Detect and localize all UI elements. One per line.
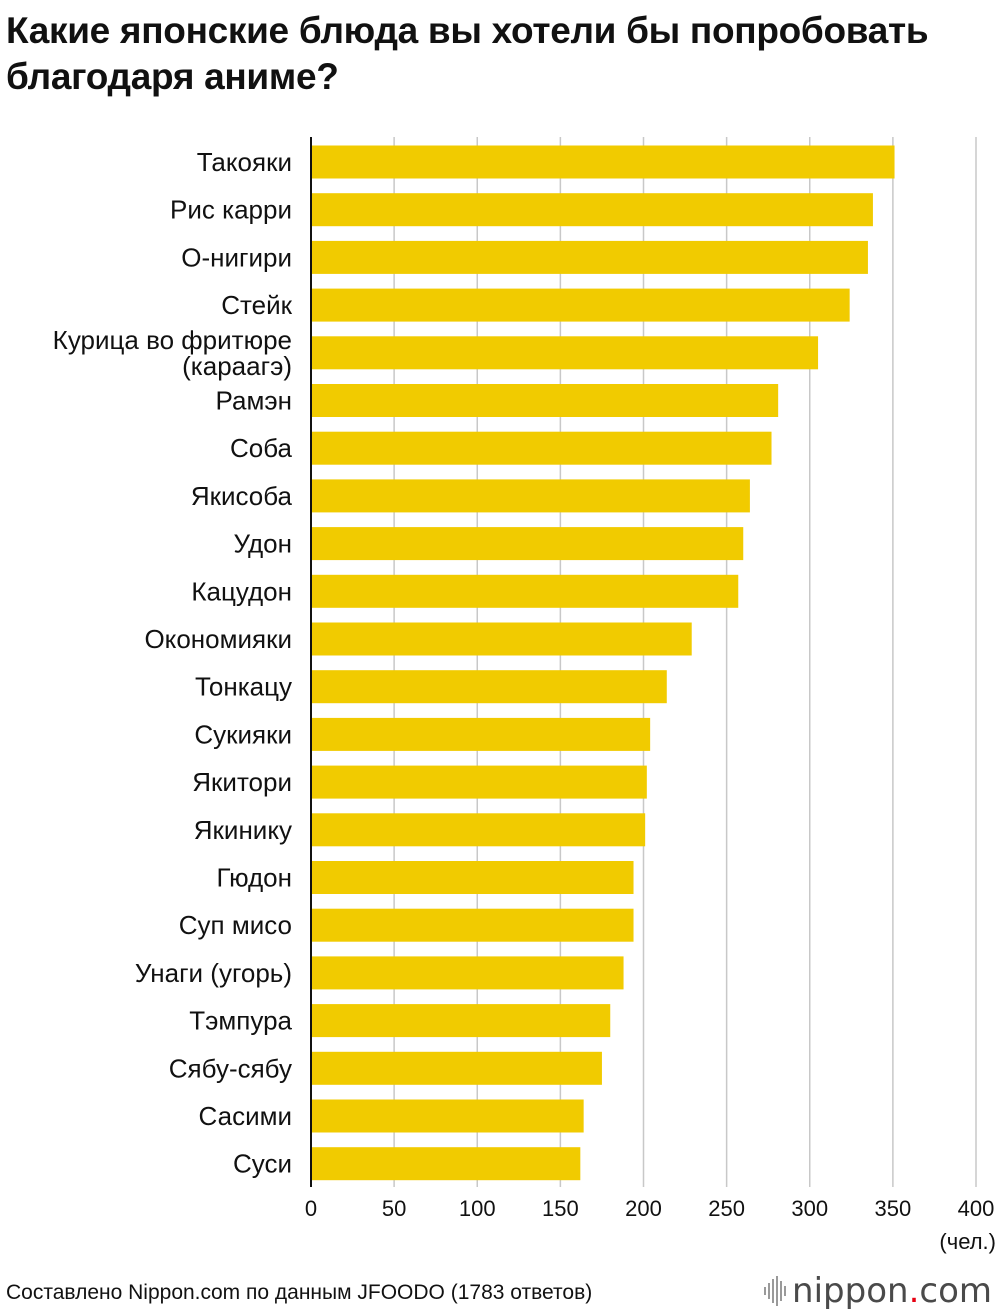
category-label: Кацудон bbox=[191, 576, 292, 606]
bar bbox=[311, 1051, 602, 1085]
bar bbox=[311, 717, 651, 751]
brand-domain: com bbox=[919, 1271, 992, 1311]
category-label: Гюдон bbox=[216, 863, 292, 893]
category-label: Якисоба bbox=[191, 481, 293, 511]
x-tick-label: 200 bbox=[625, 1196, 662, 1221]
category-label: Тэмпура bbox=[189, 1006, 292, 1036]
category-label: Тонкацу bbox=[195, 672, 292, 702]
category-label: Якитори bbox=[192, 767, 292, 797]
brand-dot: . bbox=[908, 1271, 920, 1311]
x-unit-label: (чел.) bbox=[939, 1229, 996, 1254]
category-label: Соба bbox=[230, 433, 293, 463]
category-label: Сукияки bbox=[194, 719, 292, 749]
category-label: Курица во фритюре bbox=[53, 325, 292, 355]
category-label: Суп мисо bbox=[179, 910, 292, 940]
bar bbox=[311, 193, 873, 227]
category-label: Удон bbox=[234, 529, 292, 559]
brand-logo[interactable]: nippon.com bbox=[764, 1271, 992, 1311]
x-tick-label: 350 bbox=[875, 1196, 912, 1221]
x-tick-labels: 0 50 100 150 200 250 300 350 400 (чел.) bbox=[305, 1196, 996, 1254]
bar bbox=[311, 527, 744, 561]
x-tick-label: 0 bbox=[305, 1196, 317, 1221]
bar bbox=[311, 431, 772, 465]
category-label: Якинику bbox=[194, 815, 292, 845]
x-tick-label: 300 bbox=[791, 1196, 828, 1221]
category-label: Рамэн bbox=[216, 386, 292, 416]
bar bbox=[311, 813, 646, 847]
brand-name: nippon bbox=[792, 1271, 909, 1311]
bar bbox=[311, 336, 819, 370]
category-label: Унаги (угорь) bbox=[135, 958, 292, 988]
x-tick-label: 150 bbox=[542, 1196, 579, 1221]
x-tick-label: 100 bbox=[459, 1196, 496, 1221]
x-tick-label: 250 bbox=[708, 1196, 745, 1221]
category-label: Сябу-сябу bbox=[169, 1053, 292, 1083]
category-label: Сасими bbox=[199, 1101, 292, 1131]
category-label: Окономияки bbox=[144, 624, 292, 654]
x-tick-label: 400 bbox=[958, 1196, 995, 1221]
category-label: Стейк bbox=[221, 290, 292, 320]
bar bbox=[311, 670, 667, 704]
bar bbox=[311, 479, 750, 513]
nippon-logo-icon bbox=[764, 1276, 787, 1306]
category-labels: Такояки Рис карри О-нигири Стейк Курица во ф… bbox=[53, 147, 293, 1179]
bar bbox=[311, 956, 624, 990]
bar bbox=[311, 765, 647, 799]
bars bbox=[311, 145, 895, 1181]
bar bbox=[311, 1099, 584, 1133]
bar bbox=[311, 622, 692, 656]
bar bbox=[311, 1147, 581, 1181]
bar bbox=[311, 288, 850, 322]
bar bbox=[311, 908, 634, 942]
bar bbox=[311, 145, 895, 179]
category-label: (караагэ) bbox=[182, 351, 292, 381]
category-label: Такояки bbox=[197, 147, 292, 177]
bar bbox=[311, 384, 779, 417]
source-note: Составлено Nippon.com по данным JFOODO (… bbox=[6, 1281, 593, 1304]
x-tick-label: 50 bbox=[382, 1196, 406, 1221]
bar bbox=[311, 1004, 611, 1038]
bar bbox=[311, 861, 634, 894]
bar bbox=[311, 574, 739, 608]
category-label: Суси bbox=[233, 1149, 292, 1179]
category-label: О-нигири bbox=[181, 242, 292, 272]
bar bbox=[311, 240, 868, 274]
category-label: Рис карри bbox=[170, 195, 292, 225]
chart-title: Какие японские блюда вы хотели бы попроб… bbox=[6, 10, 929, 97]
